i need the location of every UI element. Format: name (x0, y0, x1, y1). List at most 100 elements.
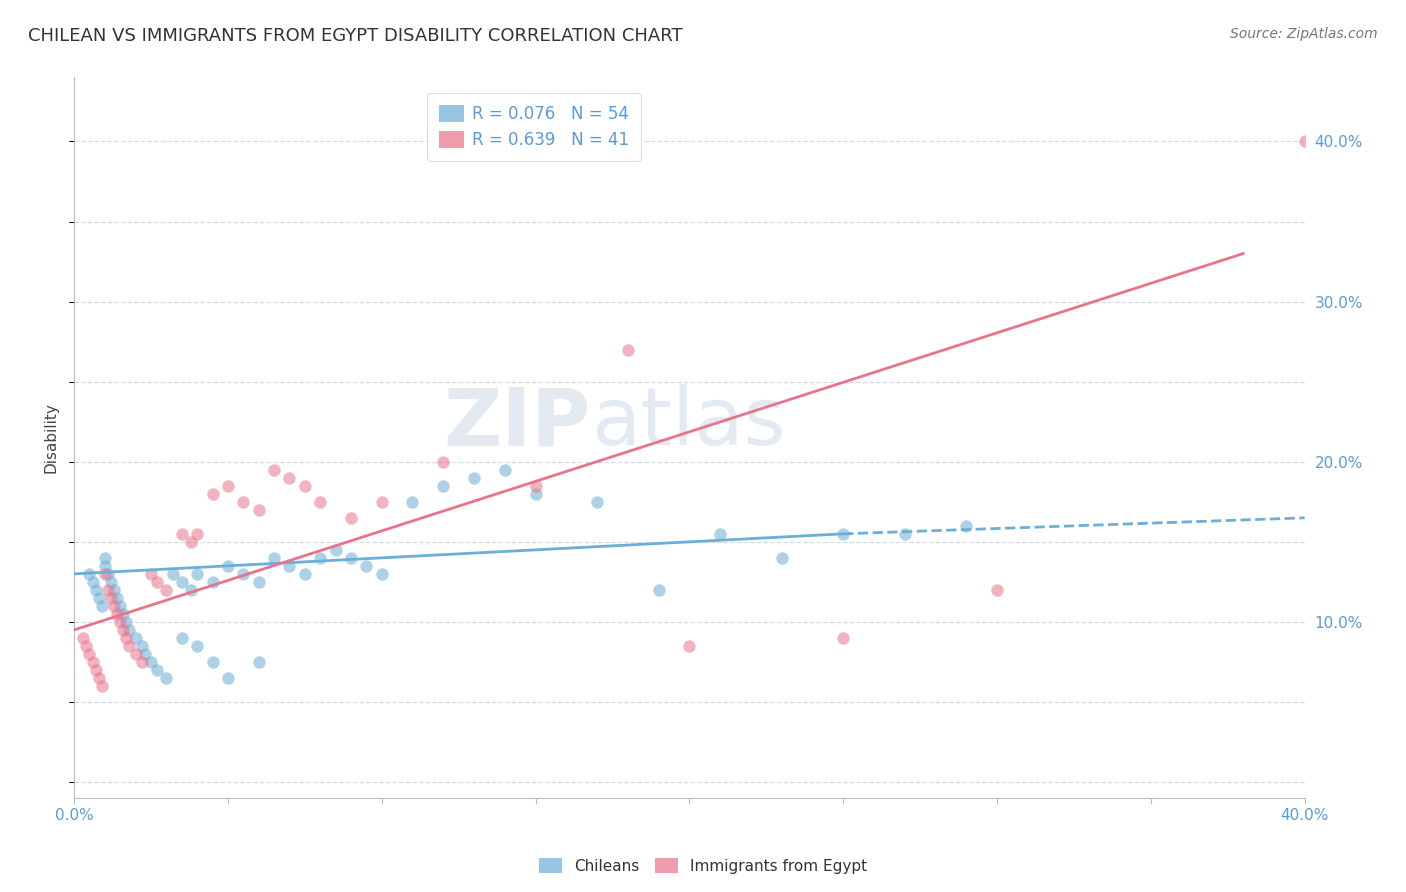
Point (340, 511, 363, 525)
Point (371, 566, 394, 581)
Point (247, 655, 270, 669)
Point (134, 647, 156, 661)
Point (1294, 135, 1316, 149)
Point (131, 655, 153, 669)
Point (170, 631, 193, 645)
Point (94, 558, 117, 573)
Point (832, 631, 855, 645)
Point (432, 455, 454, 469)
Point (139, 566, 162, 581)
Point (524, 487, 547, 501)
Point (94, 566, 117, 581)
Point (72, 631, 94, 645)
Point (124, 631, 146, 645)
Point (84, 582, 107, 597)
Point (617, 343, 640, 357)
Point (75, 639, 97, 653)
Point (709, 526, 731, 541)
Point (986, 582, 1008, 597)
Y-axis label: Disability: Disability (44, 402, 58, 473)
Point (131, 639, 153, 653)
Point (79, 566, 101, 581)
Point (247, 503, 270, 517)
Point (294, 479, 316, 493)
Point (87, 671, 110, 685)
Point (309, 550, 332, 565)
Point (84, 663, 107, 677)
Point (401, 495, 423, 509)
Point (103, 599, 125, 613)
Point (97, 566, 120, 581)
Point (586, 495, 609, 509)
Point (263, 463, 285, 477)
Point (201, 487, 224, 501)
Point (893, 526, 915, 541)
Point (110, 615, 132, 629)
Point (186, 639, 208, 653)
Point (112, 607, 135, 621)
Point (139, 655, 162, 669)
Text: ZIP: ZIP (444, 384, 591, 462)
Point (90, 679, 112, 693)
Point (263, 550, 285, 565)
Point (432, 479, 454, 493)
Point (82, 574, 104, 589)
Point (90, 599, 112, 613)
Point (170, 526, 193, 541)
Point (100, 574, 122, 589)
Legend: Chileans, Immigrants from Egypt: Chileans, Immigrants from Egypt (533, 852, 873, 880)
Point (232, 495, 254, 509)
Point (247, 574, 270, 589)
Point (180, 582, 202, 597)
Point (340, 550, 363, 565)
Point (118, 639, 141, 653)
Point (112, 623, 135, 637)
Point (186, 526, 208, 541)
Point (524, 479, 547, 493)
Point (146, 574, 169, 589)
Point (105, 591, 128, 605)
Point (371, 495, 394, 509)
Point (217, 558, 239, 573)
Point (356, 558, 378, 573)
Point (170, 574, 193, 589)
Point (94, 550, 117, 565)
Point (647, 582, 669, 597)
Point (146, 663, 169, 677)
Point (232, 566, 254, 581)
Point (832, 526, 855, 541)
Point (494, 463, 516, 477)
Text: atlas: atlas (591, 384, 786, 462)
Point (79, 647, 101, 661)
Point (201, 574, 224, 589)
Point (97, 582, 120, 597)
Point (124, 647, 146, 661)
Point (678, 639, 700, 653)
Text: CHILEAN VS IMMIGRANTS FROM EGYPT DISABILITY CORRELATION CHART: CHILEAN VS IMMIGRANTS FROM EGYPT DISABIL… (28, 27, 683, 45)
Point (463, 471, 485, 485)
Point (278, 471, 301, 485)
Point (309, 495, 332, 509)
Point (955, 518, 977, 533)
Point (294, 566, 316, 581)
Point (155, 582, 177, 597)
Point (115, 631, 138, 645)
Point (100, 591, 122, 605)
Point (82, 655, 104, 669)
Point (180, 534, 202, 549)
Point (217, 479, 239, 493)
Point (186, 566, 208, 581)
Point (105, 607, 128, 621)
Point (201, 655, 224, 669)
Point (278, 558, 301, 573)
Point (87, 591, 110, 605)
Point (118, 623, 141, 637)
Legend: R = 0.076   N = 54, R = 0.639   N = 41: R = 0.076 N = 54, R = 0.639 N = 41 (427, 93, 641, 161)
Point (110, 599, 132, 613)
Point (325, 542, 347, 557)
Point (115, 615, 138, 629)
Point (103, 582, 125, 597)
Point (217, 671, 239, 685)
Point (162, 566, 184, 581)
Text: Source: ZipAtlas.com: Source: ZipAtlas.com (1230, 27, 1378, 41)
